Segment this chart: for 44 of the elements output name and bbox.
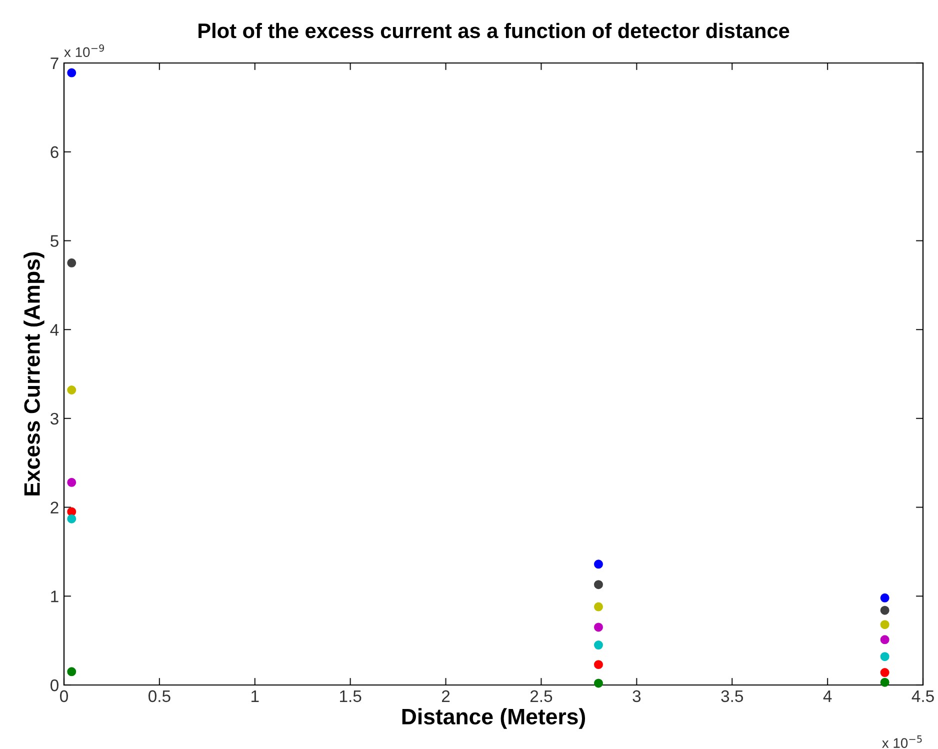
point (880, 593, 890, 602)
point (594, 602, 603, 612)
y-tick-label: 6 (50, 146, 58, 158)
x-axis-title: Distance (Meters) (402, 708, 586, 729)
y-tick-label: 7 (50, 58, 58, 70)
text: x 10$^{−9}$ (64, 44, 104, 58)
x-tick-label: 0.5 (148, 690, 170, 702)
x-tick-label: 3.5 (721, 690, 743, 702)
point (594, 660, 603, 670)
x-tick-label: 4 (823, 690, 832, 702)
point (594, 678, 603, 688)
point (880, 652, 890, 662)
y-tick-label: 3 (50, 412, 58, 425)
point (67, 258, 76, 268)
x-tick-label: 4.5 (912, 690, 934, 702)
y-tick-label: 5 (50, 235, 58, 247)
point (67, 514, 76, 524)
point (67, 68, 76, 78)
point (880, 668, 890, 678)
x-tick-label: 1.5 (340, 690, 362, 702)
point (594, 622, 603, 632)
point (880, 678, 890, 687)
y-axis-title: Excess Current (Amps) (24, 252, 44, 496)
y-tick-label: 2 (50, 502, 58, 514)
y-tick-label: 0 (50, 679, 58, 692)
point (880, 635, 890, 644)
point (594, 640, 603, 650)
y-tick-label: 1 (51, 590, 58, 602)
point (67, 667, 76, 676)
y-tick-label: 4 (50, 324, 59, 336)
x-tick-label: 2 (442, 690, 450, 702)
point (594, 560, 603, 569)
x-tick-label: 3 (632, 690, 641, 702)
point (67, 385, 76, 394)
point (880, 606, 890, 615)
x-tick-label: 2.5 (530, 690, 552, 702)
chart-title: Plot of the excess current as a function of detector distance (198, 22, 790, 38)
point (594, 580, 603, 590)
text: x 10$^{−5}$ (882, 735, 922, 748)
point (880, 620, 890, 630)
point (67, 478, 76, 487)
x-tick-label: 0 (60, 690, 68, 702)
x-tick-label: 1 (252, 690, 259, 702)
point (67, 507, 76, 516)
